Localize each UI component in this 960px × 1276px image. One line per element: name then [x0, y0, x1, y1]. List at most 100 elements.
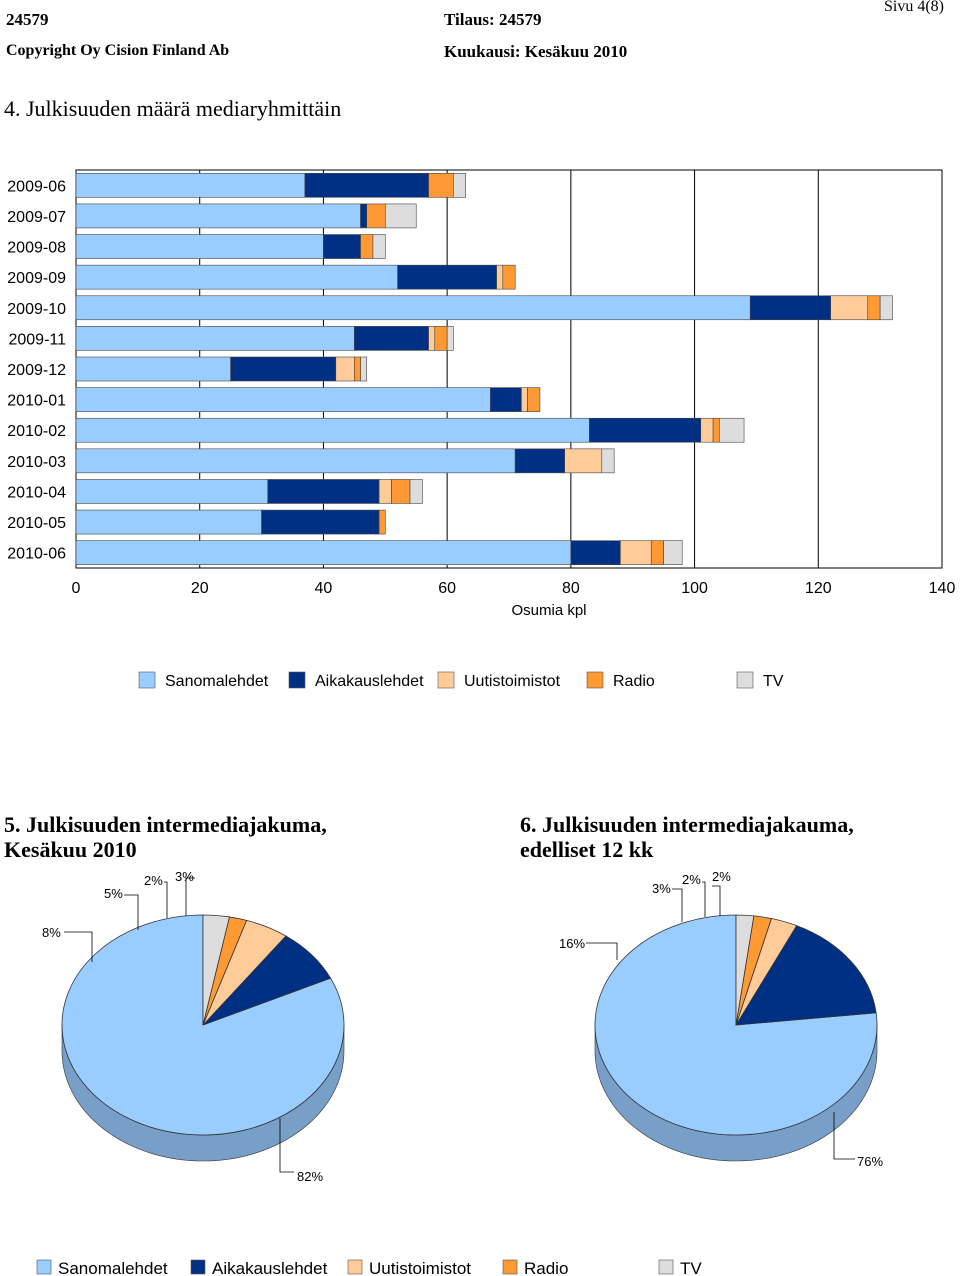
- category-label: 2009-10: [7, 301, 66, 318]
- bar-sanomalehdet-2009-12: [75, 356, 231, 382]
- bar-aikakauslehdet-2010-06: [570, 540, 621, 565]
- bar-sanomalehdet-2009-09: [75, 264, 398, 290]
- bottom-legend-swatch-uutistoimistot: [347, 1259, 363, 1275]
- bar-uutistoimistot-2009-09: [496, 264, 504, 290]
- stacked-bar-chart: 2009-06 2009-07 2009-08 2009-09 2009-10 2009-…: [7, 169, 955, 690]
- legend-label: Radio: [613, 673, 655, 690]
- category-label: 2009-06: [7, 178, 66, 195]
- bar-uutistoimistot-2010-01: [521, 387, 528, 412]
- bar-radio-2010-04: [391, 479, 411, 504]
- bar-tv-2009-07: [384, 203, 417, 229]
- legend-swatch-sanomalehdet: [138, 671, 156, 689]
- pie5-slice-uutistoimistot: [202, 919, 287, 1026]
- bar-tv-2009-12: [360, 356, 368, 382]
- bar-aikakauslehdet-2010-01: [490, 387, 522, 412]
- bar-uutistoimistot-2009-11: [428, 326, 436, 351]
- bottom-legend-swatch-aikakauslehdet: [190, 1259, 206, 1275]
- bar-aikakauslehdet-2010-04: [267, 479, 380, 504]
- x-tick-label: 0: [72, 580, 81, 597]
- bar-tv-2009-10: [879, 295, 893, 321]
- legend-swatch-uutistoimistot: [437, 671, 455, 689]
- bar-tv-2010-02: [719, 417, 745, 443]
- bottom-legend-label: Radio: [524, 1259, 568, 1276]
- bottom-legend-label: Sanomalehdet: [58, 1259, 168, 1276]
- pie6-side-sanomalehdet: [594, 1024, 878, 1162]
- pie5-label: 2%: [144, 873, 163, 888]
- bar-uutistoimistot-2009-12: [335, 356, 355, 382]
- bar-sanomalehdet-2010-02: [75, 417, 590, 443]
- bottom-legend-label: TV: [680, 1259, 702, 1276]
- category-label: 2010-04: [7, 484, 66, 501]
- bar-aikakauslehdet-2010-05: [261, 509, 380, 535]
- bottom-legend-label: Uutistoimistot: [369, 1259, 471, 1276]
- pie5-leader-line: [279, 1118, 294, 1173]
- bar-aikakauslehdet-2009-12: [230, 356, 337, 382]
- category-label: 2009-08: [7, 240, 66, 257]
- pie5-label: 3%: [175, 869, 194, 884]
- x-tick-label: 100: [681, 580, 708, 597]
- category-label: 2010-05: [7, 515, 66, 532]
- bar-radio-2009-10: [867, 295, 881, 321]
- legend-label: Sanomalehdet: [165, 673, 269, 690]
- bar-radio-2010-05: [378, 509, 386, 535]
- pie6-label: 76%: [857, 1154, 883, 1169]
- pie6-slice-radio: [735, 915, 772, 1026]
- bar-radio-2009-07: [366, 203, 386, 229]
- pie6-slice-aikakauslehdet: [735, 925, 877, 1026]
- bar-radio-2010-02: [712, 417, 720, 443]
- bar-radio-2009-11: [434, 326, 448, 351]
- pie6-slice-sanomalehdet: [594, 914, 878, 1136]
- bar-aikakauslehdet-2009-09: [397, 264, 497, 290]
- bar-radio-2010-01: [527, 387, 541, 412]
- section-6-title-line1: 6. Julkisuuden intermediajakauma,: [520, 812, 854, 837]
- bar-sanomalehdet-2009-10: [75, 295, 751, 321]
- bar-uutistoimistot-2010-03: [564, 448, 603, 474]
- section-5-title: 5. Julkisuuden intermediajakuma, Kesäkuu…: [4, 812, 327, 862]
- bar-sanomalehdet-2009-11: [75, 326, 355, 351]
- copyright: Copyright Oy Cision Finland Ab: [6, 42, 230, 59]
- pie5-label: 82%: [297, 1169, 323, 1184]
- pie6-leader-line: [702, 881, 706, 917]
- x-tick-label: 60: [438, 580, 456, 597]
- bar-sanomalehdet-2010-06: [75, 540, 572, 565]
- x-tick-label: 20: [191, 580, 209, 597]
- bar-radio-2009-12: [354, 356, 361, 382]
- bar-tv-2009-11: [446, 326, 454, 351]
- section-4-title: 4. Julkisuuden määrä mediaryhmittäin: [4, 96, 342, 121]
- pie5-label: 8%: [42, 925, 61, 940]
- x-tick-label: 120: [805, 580, 832, 597]
- bar-aikakauslehdet-2009-08: [323, 234, 361, 259]
- bar-aikakauslehdet-2010-02: [589, 417, 702, 443]
- pie6-slice-uutistoimistot: [735, 918, 798, 1026]
- bottom-legend-swatch-tv: [658, 1259, 674, 1275]
- pie5-leader-line: [64, 931, 93, 962]
- bar-tv-2010-03: [601, 448, 615, 474]
- bottom-legend-swatch-radio: [502, 1259, 518, 1275]
- bar-radio-2009-08: [360, 234, 374, 259]
- bar-sanomalehdet-2009-08: [75, 234, 324, 259]
- bar-aikakauslehdet-2009-10: [749, 295, 831, 321]
- bar-aikakauslehdet-2009-11: [354, 326, 429, 351]
- category-label: 2010-01: [7, 393, 66, 410]
- x-axis-label: Osumia kpl: [511, 602, 586, 619]
- bar-sanomalehdet-2010-04: [75, 479, 269, 504]
- pie6-leader-line: [833, 1112, 855, 1160]
- report-month: Kuukausi: Kesäkuu 2010: [444, 42, 628, 61]
- bar-uutistoimistot-2010-04: [378, 479, 392, 504]
- order-number: Tilaus: 24579: [444, 10, 542, 29]
- page-number: Sivu 4(8): [884, 0, 944, 15]
- pie6-leader-line: [712, 885, 721, 916]
- pie6-label: 3%: [652, 881, 671, 896]
- pie5-slice-tv: [202, 914, 230, 1026]
- bar-tv-2010-06: [663, 540, 683, 565]
- bar-uutistoimistot-2009-10: [830, 295, 869, 321]
- category-label: 2009-12: [7, 362, 66, 379]
- bar-radio-2010-06: [650, 540, 664, 565]
- pie6-slice-tv: [735, 914, 755, 1026]
- pie5-label: 5%: [104, 886, 123, 901]
- pie6-label: 2%: [682, 872, 701, 887]
- bar-sanomalehdet-2010-05: [75, 509, 262, 535]
- category-label: 2009-07: [7, 209, 66, 226]
- bar-tv-2009-06: [453, 173, 467, 198]
- section-6-title: 6. Julkisuuden intermediajakauma, edelli…: [520, 812, 854, 862]
